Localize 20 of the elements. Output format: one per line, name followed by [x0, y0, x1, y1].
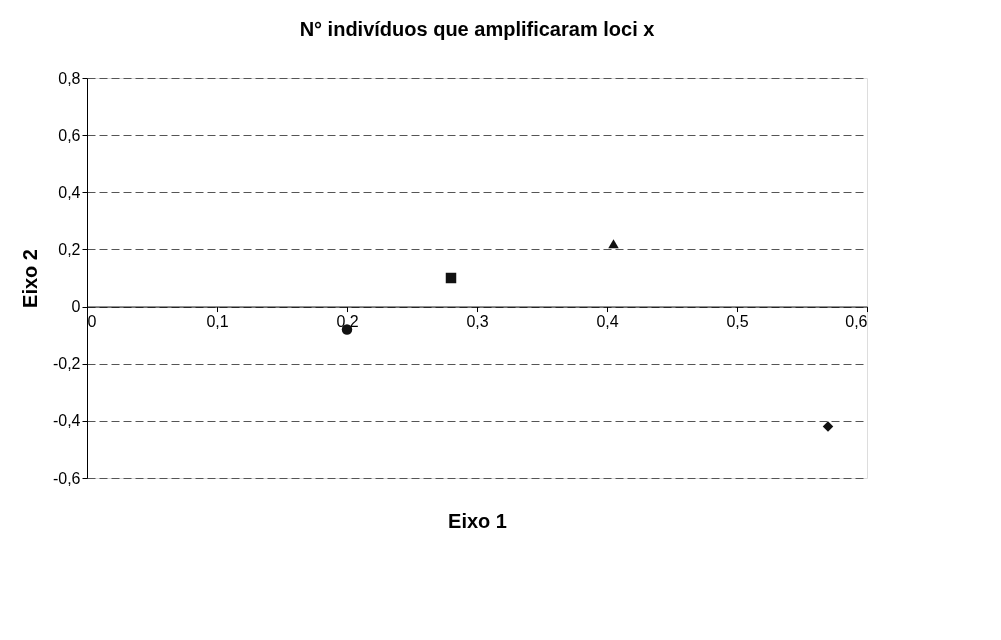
y-tick-label: 0,6	[58, 126, 81, 144]
point	[822, 421, 834, 432]
x-tick-label: 0,1	[206, 313, 229, 331]
y-tick-label: -0,4	[52, 412, 81, 430]
y-tick-label: 0,8	[58, 69, 81, 87]
x-tick-label: 0	[87, 313, 97, 331]
y-tick-label: 0	[71, 298, 81, 316]
y-axis-title: Eixo 2	[18, 249, 41, 308]
y-tick-label: -0,2	[52, 355, 81, 373]
y-tick-label: 0,2	[58, 240, 81, 258]
x-tick-label: 0,3	[466, 313, 489, 331]
x-tick-label: 0,4	[596, 313, 619, 331]
chart-title: N° indivíduos que amplificaram loci x	[299, 18, 655, 40]
point	[608, 239, 619, 249]
x-axis-title: Eixo 1	[448, 509, 507, 532]
x-tick-label: 0,6	[845, 313, 868, 331]
y-tick-label: -0,6	[52, 469, 81, 487]
y-tick-label: 0,4	[58, 183, 81, 201]
x-tick-label: 0,5	[726, 313, 749, 331]
point	[445, 272, 457, 284]
